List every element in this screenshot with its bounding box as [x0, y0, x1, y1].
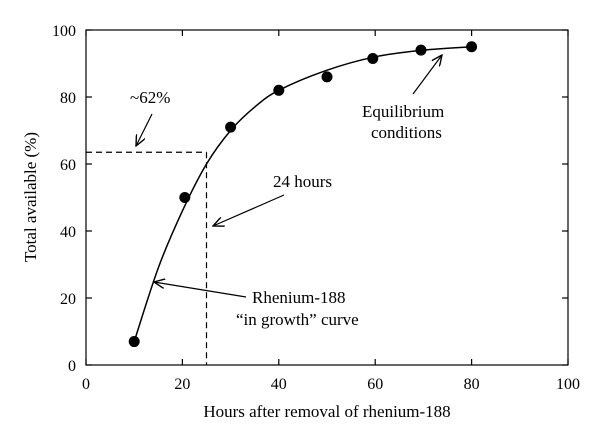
y-tick-label: 80 — [60, 90, 76, 107]
data-points — [128, 41, 478, 348]
annotation-equilibrium-arrow — [412, 55, 442, 95]
y-tick-label: 40 — [60, 224, 76, 241]
x-axis-ticks: 0 20 40 60 80 100 — [82, 30, 580, 393]
data-point — [367, 52, 379, 64]
annotation-hours-arrow — [213, 194, 285, 226]
fit-curve-layer — [133, 46, 472, 342]
annotation-equilibrium-line2: conditions — [371, 123, 442, 142]
annotation-pct-label: ~62% — [130, 88, 170, 107]
data-point — [225, 121, 237, 133]
annotation-curve-line2: “in growth” curve — [236, 310, 359, 329]
data-point — [128, 336, 140, 348]
y-axis-ticks: 0 20 40 60 80 100 — [52, 23, 568, 375]
plot-frame — [85, 29, 569, 366]
ingrowth-curve — [133, 46, 472, 342]
y-axis-title: Total available (%) — [21, 132, 40, 262]
x-tick-label: 20 — [174, 376, 190, 393]
y-tick-label: 0 — [68, 358, 76, 375]
y-tick-label: 60 — [60, 157, 76, 174]
data-point — [466, 41, 478, 53]
annotation-equilibrium-line1: Equilibrium — [362, 102, 444, 121]
data-point — [321, 71, 333, 83]
x-tick-label: 80 — [464, 376, 480, 393]
annotation-pct-arrow — [136, 113, 153, 146]
data-point — [273, 84, 285, 96]
x-tick-label: 100 — [556, 376, 580, 393]
data-point — [415, 44, 427, 56]
x-axis-title: Hours after removal of rhenium-188 — [203, 402, 450, 421]
annotation-curve-line1: Rhenium-188 — [252, 288, 346, 307]
plot-border — [85, 29, 569, 366]
reference-lines — [86, 151, 208, 365]
y-tick-label: 20 — [60, 291, 76, 308]
annotation-hours-label: 24 hours — [273, 172, 332, 191]
x-tick-label: 0 — [82, 376, 90, 393]
data-point — [179, 192, 191, 203]
annotations: ~62% 24 hours Equilibrium conditions Rhe… — [130, 55, 444, 329]
annotation-curve-arrow — [154, 282, 247, 298]
y-tick-label: 100 — [52, 23, 76, 40]
x-tick-label: 40 — [271, 376, 287, 393]
x-tick-label: 60 — [367, 376, 383, 393]
